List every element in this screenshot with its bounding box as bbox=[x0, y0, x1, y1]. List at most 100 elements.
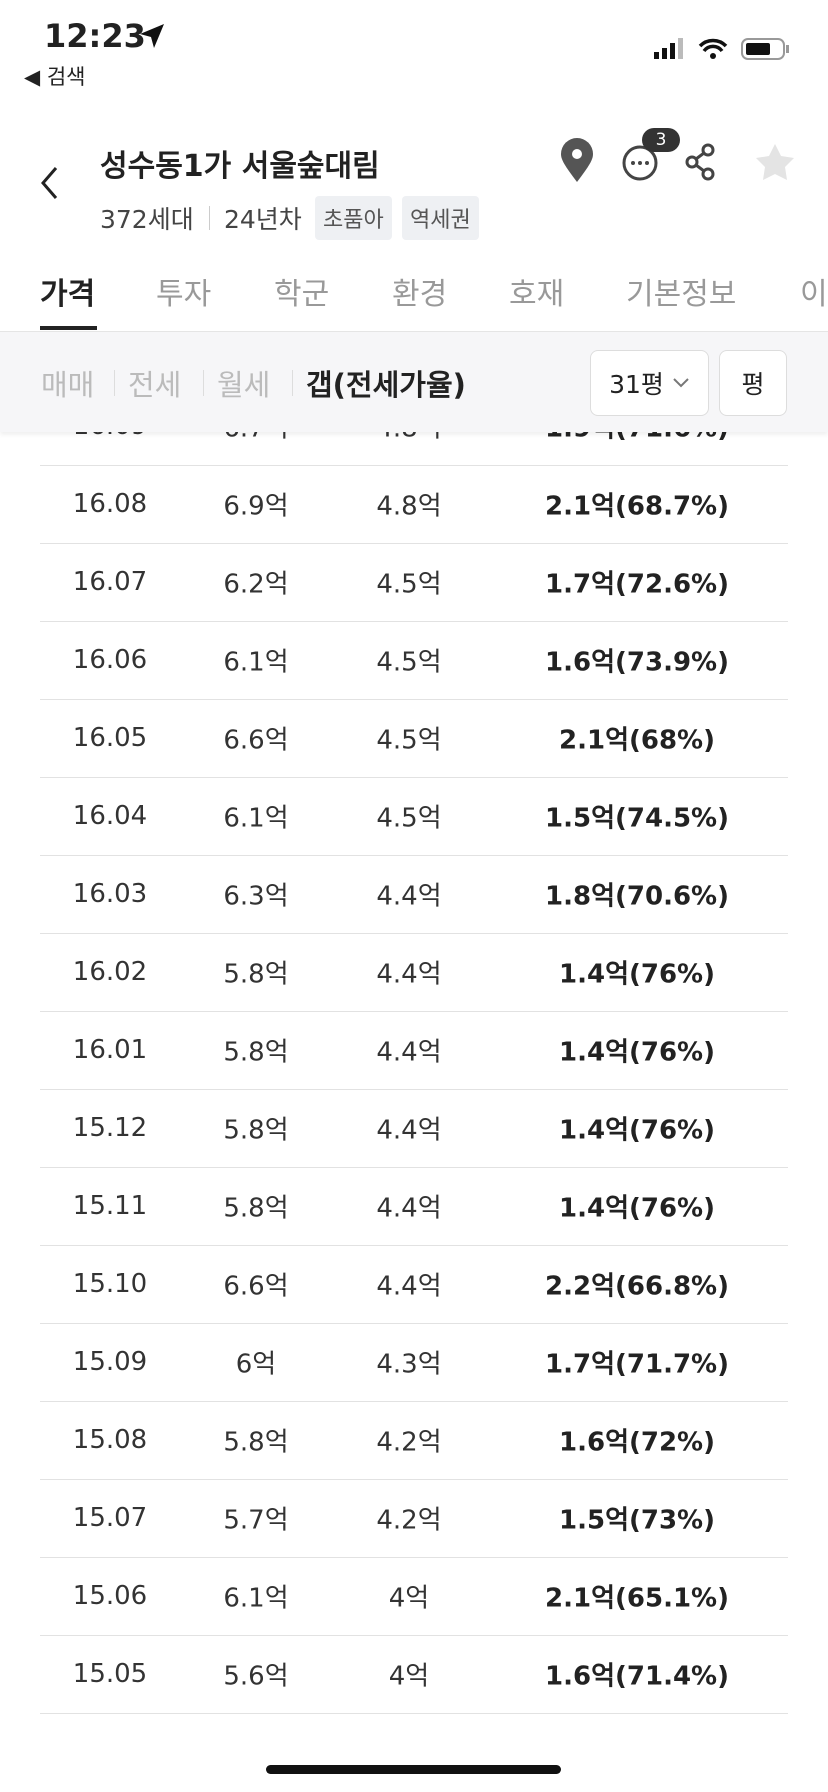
cell: 6.1억 bbox=[223, 803, 289, 834]
cell: 4.4억 bbox=[376, 1271, 442, 1302]
cell: 15.11 bbox=[72, 1191, 148, 1221]
gap-value: 1.9억(71.6%) bbox=[545, 432, 729, 445]
gap-value: 2.1억(68%) bbox=[559, 725, 715, 756]
cell: 15.06 bbox=[72, 1581, 148, 1611]
tab[interactable]: 기본정보 bbox=[626, 277, 737, 312]
cell: 4.4억 bbox=[376, 881, 442, 912]
row-divider bbox=[40, 1479, 788, 1480]
tab[interactable]: 투자 bbox=[156, 277, 212, 312]
location-icon bbox=[140, 24, 164, 48]
cell: 5.8억 bbox=[223, 959, 289, 990]
gap-value: 2.2억(66.8%) bbox=[545, 1271, 729, 1302]
cell: 4.4억 bbox=[376, 959, 442, 990]
row-divider bbox=[40, 1011, 788, 1012]
gap-value: 2.1억(65.1%) bbox=[545, 1583, 729, 1614]
cell: 4.3억 bbox=[376, 1349, 442, 1380]
cell: 16.03 bbox=[72, 879, 148, 909]
cell: 4.5억 bbox=[376, 803, 442, 834]
divider bbox=[292, 370, 293, 396]
row-divider bbox=[40, 1401, 788, 1402]
cell: 16.02 bbox=[72, 957, 148, 987]
cell: 4.5억 bbox=[376, 725, 442, 756]
cell: 15.05 bbox=[72, 1659, 148, 1689]
subtab[interactable]: 매매 bbox=[41, 368, 95, 402]
gap-value: 1.6억(72%) bbox=[559, 1427, 715, 1458]
subtab[interactable]: 전세 bbox=[128, 368, 182, 402]
row-divider bbox=[40, 777, 788, 778]
time: 12:23 bbox=[44, 17, 146, 55]
gap-value: 1.6억(71.4%) bbox=[545, 1661, 729, 1692]
unit-button[interactable]: 평 bbox=[719, 350, 787, 416]
tab[interactable]: 호재 bbox=[509, 277, 565, 312]
cell: 4.2억 bbox=[376, 1505, 442, 1536]
cell: 16.01 bbox=[72, 1035, 148, 1065]
tab[interactable]: 가격 bbox=[40, 277, 96, 312]
cell: 16.04 bbox=[72, 801, 148, 831]
cell: 16.06 bbox=[72, 645, 148, 675]
tag: 역세권 bbox=[402, 196, 479, 240]
cell: 4.5억 bbox=[376, 569, 442, 600]
cell: 4.5억 bbox=[376, 647, 442, 678]
gap-value: 2.1억(68.7%) bbox=[545, 491, 729, 522]
subtab[interactable]: 갭(전세가율) bbox=[306, 368, 466, 402]
cell: 4.4억 bbox=[376, 1193, 442, 1224]
divider bbox=[114, 370, 115, 396]
title: 성수동1가 서울숲대림 bbox=[100, 149, 380, 184]
cell: 6.6억 bbox=[223, 725, 289, 756]
cell: 4억 bbox=[388, 1583, 430, 1614]
row-divider bbox=[40, 1167, 788, 1168]
cell: 6.1억 bbox=[223, 647, 289, 678]
row-divider bbox=[40, 1323, 788, 1324]
gap-value: 1.5억(73%) bbox=[559, 1505, 715, 1536]
size-select[interactable]: 31평 bbox=[590, 350, 709, 416]
age: 24년차 bbox=[224, 205, 302, 234]
row-divider bbox=[40, 933, 788, 934]
cell: 6.6억 bbox=[223, 1271, 289, 1302]
tab[interactable]: 학군 bbox=[274, 277, 330, 312]
cell: 6억 bbox=[235, 1349, 277, 1380]
cell: 5.6억 bbox=[223, 1661, 289, 1692]
cell: 6.2억 bbox=[223, 569, 289, 600]
gap-value: 1.4억(76%) bbox=[559, 1193, 715, 1224]
divider bbox=[209, 206, 210, 230]
divider bbox=[203, 370, 204, 396]
gap-value: 1.4억(76%) bbox=[559, 1037, 715, 1068]
cell: 4.4억 bbox=[376, 1037, 442, 1068]
row-divider bbox=[40, 465, 788, 466]
row-divider bbox=[40, 1713, 788, 1714]
cell: 6.9억 bbox=[223, 491, 289, 522]
cell: 16.05 bbox=[72, 723, 148, 753]
row-divider bbox=[40, 1245, 788, 1246]
cell: 5.8억 bbox=[223, 1115, 289, 1146]
tag: 초품아 bbox=[315, 196, 392, 240]
row-divider bbox=[40, 621, 788, 622]
gap-value: 1.6억(73.9%) bbox=[545, 647, 729, 678]
row-divider bbox=[40, 1557, 788, 1558]
tab[interactable]: 이 bbox=[800, 277, 828, 312]
subtab[interactable]: 월세 bbox=[217, 368, 271, 402]
tab[interactable]: 환경 bbox=[392, 277, 448, 312]
status-icons bbox=[654, 38, 789, 60]
cell: 5.8억 bbox=[223, 1037, 289, 1068]
row-divider bbox=[40, 855, 788, 856]
table: 16.09 6.7억 4.8억 1.9억(71.6%) 16.08 6.9억 4.8억 2.1… bbox=[0, 432, 828, 1722]
row-divider bbox=[40, 1089, 788, 1090]
subtab-bar: 31평 평 매매 전세 월세 갭(전세가율) bbox=[0, 331, 828, 432]
households: 372세대 bbox=[100, 205, 194, 234]
gap-value: 1.4억(76%) bbox=[559, 959, 715, 990]
row-divider bbox=[40, 699, 788, 700]
cell: 4.4억 bbox=[376, 1115, 442, 1146]
cell: 15.07 bbox=[72, 1503, 148, 1533]
header-icons[interactable] bbox=[557, 138, 807, 188]
back-app[interactable]: ◀ 검색 bbox=[24, 65, 86, 89]
cell: 15.09 bbox=[72, 1347, 148, 1377]
gap-value: 1.8억(70.6%) bbox=[545, 881, 729, 912]
back-button[interactable] bbox=[38, 165, 62, 201]
cell: 6.1억 bbox=[223, 1583, 289, 1614]
cell: 15.10 bbox=[72, 1269, 148, 1299]
size-label: 31평 bbox=[609, 370, 664, 399]
cell: 4.8억 bbox=[376, 491, 442, 522]
cell: 6.3억 bbox=[223, 881, 289, 912]
row-divider bbox=[40, 543, 788, 544]
cell: 15.12 bbox=[72, 1113, 148, 1143]
